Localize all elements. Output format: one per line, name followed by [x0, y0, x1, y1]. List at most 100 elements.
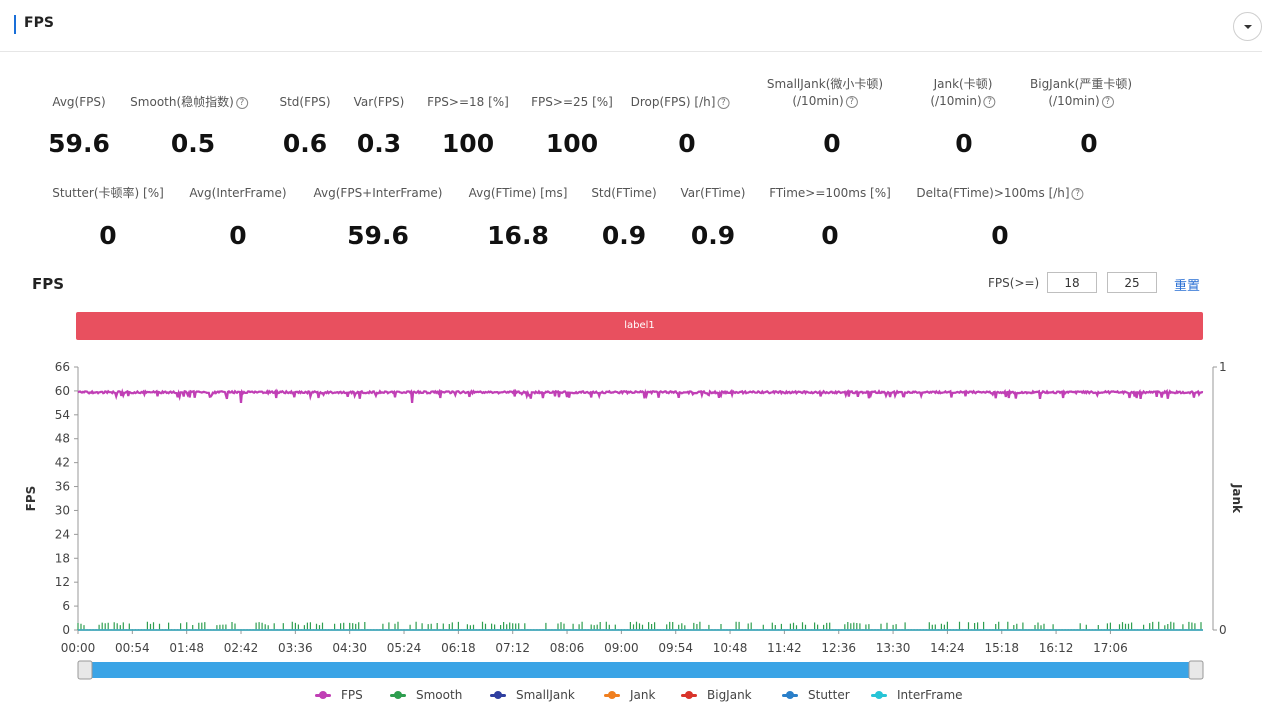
panel-title: FPS [24, 15, 54, 31]
x-tick-label: 12:36 [821, 641, 856, 655]
y-tick-label: 0 [62, 623, 70, 637]
y-tick-label: 60 [55, 384, 70, 398]
x-tick-label: 09:00 [604, 641, 639, 655]
stat-label: Jank(卡顿) (/10min)? [930, 76, 996, 110]
reset-link[interactable]: 重置 [1174, 279, 1201, 294]
stat-value: 0 [823, 129, 841, 158]
help-icon[interactable]: ? [717, 96, 730, 109]
segment-label-bar[interactable]: label1 [76, 312, 1203, 340]
stat-label-text: FTime>=100ms [%] [769, 186, 891, 200]
stat-label: Stutter(卡顿率) [%] [52, 185, 164, 202]
legend-swatch-icon [681, 691, 697, 699]
stat-label-line1: BigJank(严重卡顿) [1030, 77, 1132, 91]
x-tick-label: 15:18 [984, 641, 1019, 655]
legend-item-interframe[interactable]: InterFrame [871, 688, 963, 702]
stat-value: 16.8 [487, 221, 549, 250]
stat-label: Var(FPS) [354, 94, 405, 111]
stat-label-text: Var(FTime) [680, 186, 746, 200]
stat-label-text: FPS>=18 [%] [427, 95, 509, 109]
y-tick-label: 6 [62, 599, 70, 613]
legend-swatch-icon [315, 691, 331, 699]
fps-threshold-2-input[interactable] [1107, 272, 1157, 293]
stat-label: Std(FTime) [591, 185, 656, 202]
fps-line-chart: 0 6 12 18 24 30 36 42 48 54 60 66 0 1 FPS Jank 00:00 00:5… [24, 360, 1244, 680]
zoom-right-handle[interactable] [1188, 660, 1204, 680]
stat-value: 0.9 [690, 221, 736, 250]
legend-item-stutter[interactable]: Stutter [782, 688, 850, 702]
stat-value: 100 [441, 129, 495, 158]
stat-label: FTime>=100ms [%] [769, 185, 891, 202]
legend-label: Jank [630, 688, 656, 702]
y-tick-label: 36 [55, 480, 70, 494]
stat-label-line1: Jank(卡顿) [933, 77, 993, 91]
x-tick-label: 02:42 [224, 641, 259, 655]
legend-item-bigjank[interactable]: BigJank [681, 688, 752, 702]
stat-label: Avg(FPS) [52, 94, 105, 111]
stat-value: 0 [99, 221, 117, 250]
fps-filter-label: FPS(>=) [988, 276, 1040, 290]
x-tick-label: 14:24 [930, 641, 965, 655]
stat-label-text: Avg(InterFrame) [189, 186, 287, 200]
stat-label: Smooth(稳帧指数)? [130, 94, 248, 111]
stat-label-line2: (/10min) [1048, 94, 1100, 108]
help-icon[interactable]: ? [845, 95, 858, 108]
x-tick-label: 13:30 [876, 641, 911, 655]
stat-label-text: FPS>=25 [%] [531, 95, 613, 109]
legend-label: Smooth [416, 688, 463, 702]
x-tick-label: 00:54 [115, 641, 150, 655]
stat-label-line1: SmallJank(微小卡顿) [766, 77, 884, 91]
stat-value: 0 [229, 221, 247, 250]
zoom-slider-track[interactable] [84, 662, 1197, 678]
help-icon[interactable]: ? [1101, 95, 1114, 108]
legend-item-smalljank[interactable]: SmallJank [490, 688, 575, 702]
legend-label: SmallJank [516, 688, 575, 702]
stat-value: 0.6 [282, 129, 328, 158]
y-tick-label: 18 [55, 551, 70, 565]
stat-label-text: Var(FPS) [353, 95, 405, 109]
stat-label: Avg(FTime) [ms] [469, 185, 568, 202]
help-icon[interactable]: ? [235, 96, 248, 109]
x-tick-label: 04:30 [332, 641, 367, 655]
y2-tick-label: 1 [1219, 360, 1227, 374]
legend-label: Stutter [808, 688, 850, 702]
stat-value: 100 [545, 129, 599, 158]
legend-swatch-icon [871, 691, 887, 699]
x-tick-label: 06:18 [441, 641, 476, 655]
stat-value: 0 [1080, 129, 1098, 158]
x-tick-label: 03:36 [278, 641, 313, 655]
fps-threshold-1-input[interactable] [1047, 272, 1097, 293]
y-tick-label: 66 [55, 360, 70, 374]
x-tick-label: 07:12 [495, 641, 530, 655]
legend-item-jank[interactable]: Jank [604, 688, 655, 702]
stat-value: 0 [821, 221, 839, 250]
y2-axis-title: Jank [1230, 483, 1244, 514]
stat-label-line2: (/10min) [930, 94, 982, 108]
y-tick-label: 30 [55, 503, 70, 517]
chevron-down-icon [1243, 24, 1252, 29]
chart-title: FPS [32, 275, 65, 293]
stat-label-text: Drop(FPS) [/h] [630, 95, 716, 109]
stat-value: 59.6 [347, 221, 409, 250]
title-accent-bar [14, 15, 16, 34]
legend-item-fps[interactable]: FPS [315, 688, 363, 702]
stat-label: FPS>=18 [%] [427, 94, 509, 111]
zoom-left-handle[interactable] [77, 660, 93, 680]
stat-label-text: Delta(FTime)>100ms [/h] [916, 186, 1070, 200]
collapse-button[interactable] [1233, 12, 1262, 41]
help-icon[interactable]: ? [1071, 187, 1084, 200]
stat-value: 0.9 [601, 221, 647, 250]
help-icon[interactable]: ? [983, 95, 996, 108]
legend-swatch-icon [390, 691, 406, 699]
x-tick-label: 16:12 [1039, 641, 1074, 655]
x-tick-label: 11:42 [767, 641, 802, 655]
stat-label-text: Std(FTime) [591, 186, 657, 200]
fps-series-line [77, 388, 1204, 404]
x-tick-label: 10:48 [713, 641, 748, 655]
legend-item-smooth[interactable]: Smooth [390, 688, 462, 702]
legend-swatch-icon [604, 691, 620, 699]
x-tick-label: 17:06 [1093, 641, 1128, 655]
legend-label: BigJank [707, 688, 752, 702]
legend-swatch-icon [490, 691, 506, 699]
y-axis-title: FPS [24, 486, 38, 512]
